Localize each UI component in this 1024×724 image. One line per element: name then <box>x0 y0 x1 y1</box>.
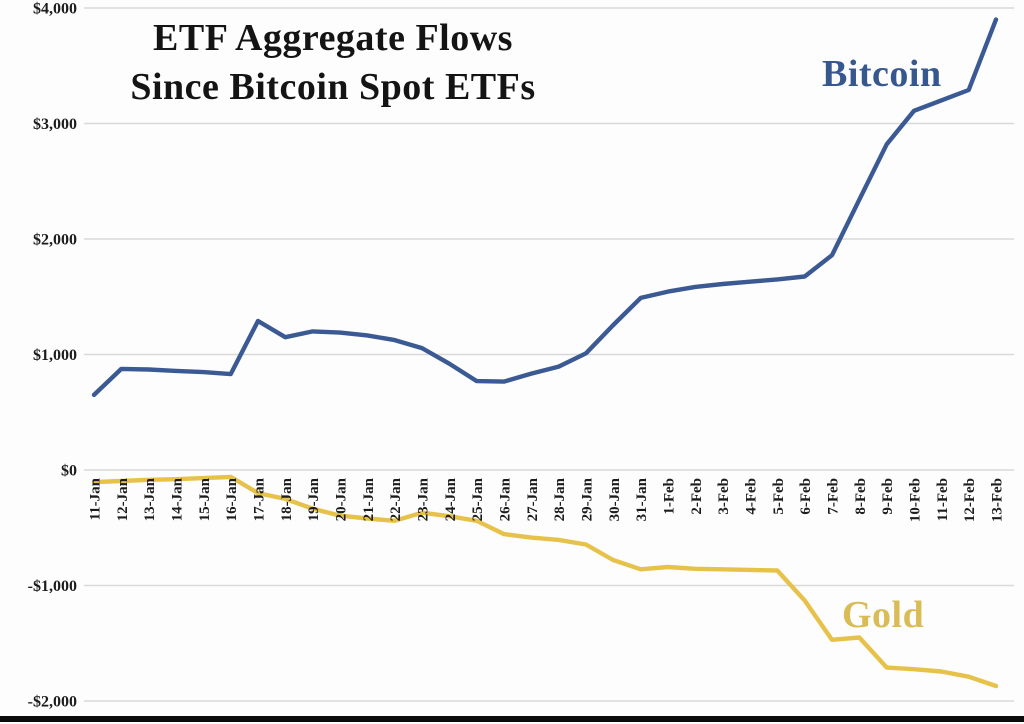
gold-line <box>91 474 999 689</box>
chart-title-line1: ETF Aggregate Flows <box>153 17 513 59</box>
y-axis-tick-label: $3,000 <box>33 116 77 133</box>
gold-series-label: Gold <box>842 594 925 636</box>
x-axis-tick-label: 12-Feb <box>962 478 978 522</box>
x-axis-tick-label: 18-Jan <box>279 477 295 521</box>
x-axis-tick-label: 3-Feb <box>716 478 732 515</box>
x-axis-tick-label: 17-Jan <box>252 477 268 521</box>
x-axis-tick-label: 30-Jan <box>607 477 623 521</box>
x-axis-tick-label: 19-Jan <box>306 477 322 521</box>
x-axis-tick-label: 12-Jan <box>115 477 131 521</box>
x-axis-tick-label: 5-Feb <box>771 478 787 515</box>
x-axis-tick-label: 13-Feb <box>990 478 1006 522</box>
x-axis-tick-label: 28-Jan <box>552 477 568 521</box>
x-axis-tick-label: 29-Jan <box>580 477 596 521</box>
x-axis-tick-label: 22-Jan <box>388 477 404 521</box>
x-axis-tick-label: 4-Feb <box>744 478 760 515</box>
y-axis-tick-label: -$1,000 <box>28 578 77 595</box>
bottom-border <box>0 716 1024 722</box>
x-axis-tick-label: 14-Jan <box>170 477 186 521</box>
x-axis-tick-label: 10-Feb <box>908 478 924 522</box>
y-axis-tick-label: -$2,000 <box>28 694 77 711</box>
x-axis-tick-label: 20-Jan <box>334 477 350 521</box>
bitcoin-line <box>91 17 999 398</box>
y-axis-tick-label: $4,000 <box>33 1 77 18</box>
x-axis-tick-label: 25-Jan <box>470 477 486 521</box>
x-axis-tick-label: 31-Jan <box>634 477 650 521</box>
chart-title: ETF Aggregate Flows Since Bitcoin Spot E… <box>98 14 568 112</box>
x-axis-tick-label: 27-Jan <box>525 477 541 521</box>
y-axis-tick-label: $0 <box>61 463 77 480</box>
x-axis-tick-label: 2-Feb <box>689 478 705 515</box>
x-axis-tick-label: 23-Jan <box>416 477 432 521</box>
x-axis-tick-label: 16-Jan <box>224 477 240 521</box>
x-axis-tick-label: 9-Feb <box>880 478 896 515</box>
x-axis-tick-label: 11-Jan <box>88 477 104 520</box>
y-axis-tick-label: $2,000 <box>33 232 77 249</box>
x-axis-tick-label: 15-Jan <box>197 477 213 521</box>
chart-title-line2: Since Bitcoin Spot ETFs <box>130 66 536 108</box>
y-axis-tick-label: $1,000 <box>33 347 77 364</box>
x-axis-tick-label: 6-Feb <box>798 478 814 515</box>
x-axis-tick-label: 8-Feb <box>853 478 869 515</box>
x-axis-tick-label: 21-Jan <box>361 477 377 521</box>
x-axis-tick-label: 7-Feb <box>826 478 842 515</box>
x-axis-tick-label: 24-Jan <box>443 477 459 521</box>
x-axis-tick-label: 13-Jan <box>142 477 158 521</box>
x-axis-tick-label: 26-Jan <box>498 477 514 521</box>
x-axis-tick-label: 1-Feb <box>662 478 678 515</box>
x-axis-tick-label: 11-Feb <box>935 478 951 521</box>
bitcoin-series-label: Bitcoin <box>822 53 942 95</box>
